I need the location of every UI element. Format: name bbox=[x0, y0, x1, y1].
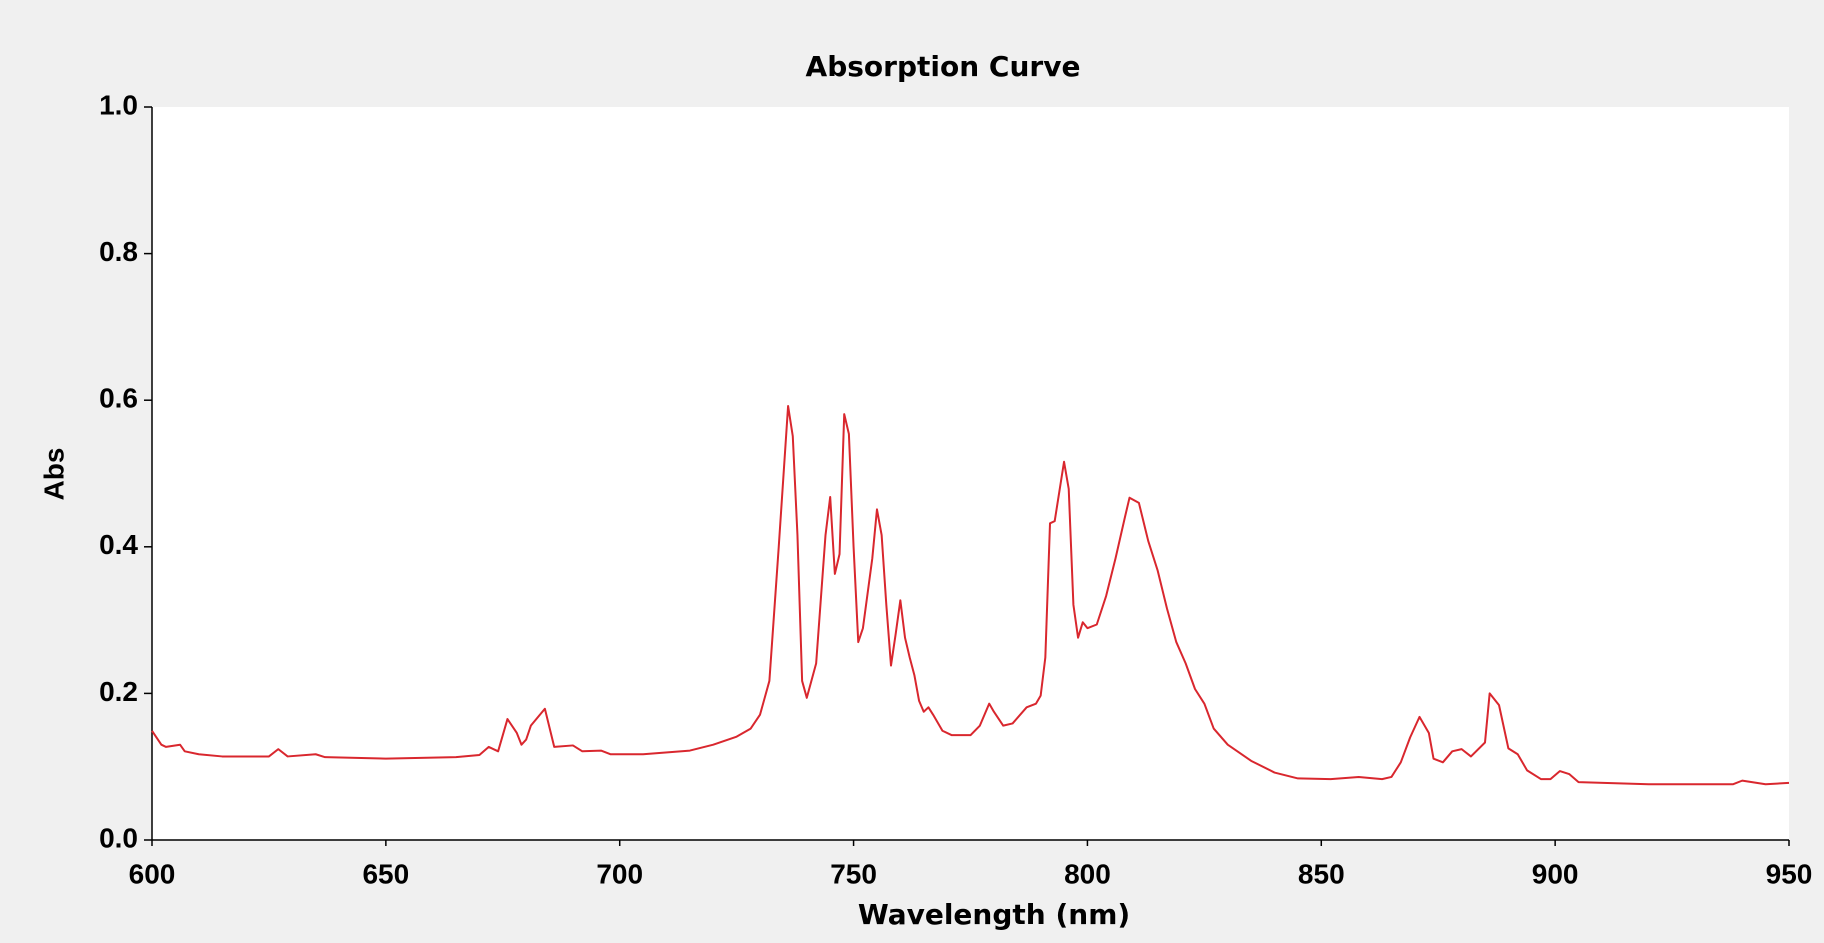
plot-area bbox=[152, 107, 1789, 840]
data-line bbox=[151, 405, 1790, 786]
x-tick-label: 900 bbox=[1532, 858, 1579, 889]
y-tick-label: 0.4 bbox=[99, 529, 138, 560]
x-tick-label: 850 bbox=[1298, 858, 1345, 889]
x-tick-label: 750 bbox=[830, 858, 877, 889]
y-tick-label: 0.8 bbox=[99, 236, 138, 267]
y-tick-label: 0.2 bbox=[99, 676, 138, 707]
y-axis-label: Abs bbox=[38, 448, 69, 501]
x-tick-label: 600 bbox=[129, 858, 176, 889]
y-tick-label: 0.6 bbox=[99, 383, 138, 414]
chart-title: Absorption Curve bbox=[806, 50, 1081, 83]
x-tick-label: 800 bbox=[1064, 858, 1111, 889]
y-tick-label: 1.0 bbox=[99, 89, 138, 120]
y-tick-label: 0.0 bbox=[99, 822, 138, 853]
x-axis-label: Wavelength (nm) bbox=[858, 898, 1130, 931]
x-tick-label: 700 bbox=[596, 858, 643, 889]
x-tick-label: 650 bbox=[362, 858, 409, 889]
x-tick-label: 950 bbox=[1766, 858, 1813, 889]
